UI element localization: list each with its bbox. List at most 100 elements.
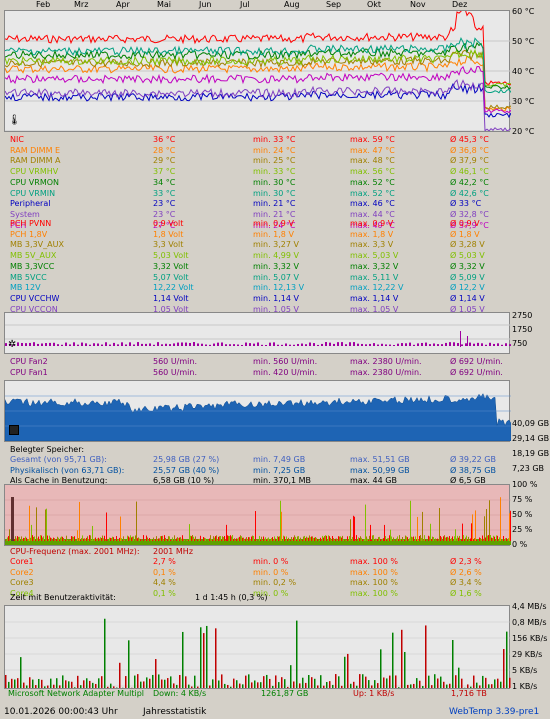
row-min: min. 3,32 V xyxy=(253,261,299,271)
row-min: min. 25 °C xyxy=(253,156,296,166)
data-row: CPU Fan1 560 U/min. min. 420 U/min. max. 23… xyxy=(10,368,550,378)
row-max: max. 44 °C xyxy=(350,209,395,219)
row-avg: Ø 5,03 V xyxy=(450,251,485,261)
row-avg: Ø 42,2 °C xyxy=(450,177,489,187)
data-row: MB 5V_AUX 5,03 Volt min. 4,99 V max. 5,03 V… xyxy=(10,251,550,261)
row-avg: Ø 0,9 V xyxy=(450,219,480,228)
row-min: min. 30 °C xyxy=(253,188,296,198)
data-row: NIC 36 °C min. 33 °C max. 59 °C Ø 45,3 °C xyxy=(10,135,550,145)
row-cur: 0,1 % xyxy=(153,589,176,599)
axis-label: 18,19 GB xyxy=(512,449,550,458)
row-name: CPU Fan2 xyxy=(10,357,48,366)
row-avg: Ø 692 U/min. xyxy=(450,357,503,366)
row-cur: 4,4 % xyxy=(153,578,176,588)
row-min: min. 0 % xyxy=(253,589,289,599)
row-max: max. 2380 U/min. xyxy=(350,367,422,377)
row-cur: 2,7 % xyxy=(153,557,176,566)
row-max: max. 3,3 V xyxy=(350,240,394,250)
row-max: max. 1,8 V xyxy=(350,229,394,239)
row-cur: 1,8 Volt xyxy=(153,229,184,239)
row-cur: 6,58 GB (10 %) xyxy=(153,476,215,486)
row-cur: 1,05 Volt xyxy=(153,304,189,314)
row-min: min. 5,07 V xyxy=(253,272,299,282)
row-name: Core2 xyxy=(10,567,34,577)
row-name: PCH PVNN xyxy=(10,219,52,228)
data-row: System 23 °C min. 21 °C max. 44 °C Ø 32,8 °C xyxy=(10,210,550,220)
row-avg: Ø 3,32 V xyxy=(450,261,485,271)
cpu-frequency: CPU-Frequenz (max. 2001 MHz): 2001 MHz xyxy=(10,547,194,556)
axis-label: 50 % xyxy=(512,510,533,519)
row-min: min. 4,99 V xyxy=(253,251,299,261)
month-label: Jul xyxy=(240,0,250,9)
month-label: Apr xyxy=(116,0,130,9)
data-row: RAM DIMM A 29 °C min. 25 °C max. 48 °C Ø 37,… xyxy=(10,156,550,166)
row-avg: Ø 32,8 °C xyxy=(450,209,489,219)
axis-label: 100 % xyxy=(512,480,538,489)
row-cur: 23 °C xyxy=(153,209,176,219)
row-avg: Ø 37,9 °C xyxy=(450,220,489,230)
row-max: max. 5,11 V xyxy=(350,272,399,282)
thermometer-icon: 🌡 xyxy=(8,115,21,126)
row-name: Core1 xyxy=(10,557,34,566)
row-name: PCH xyxy=(10,220,27,230)
row-name: Physikalisch (von 63,71 GB): xyxy=(10,465,125,475)
row-avg: Ø 1,05 V xyxy=(450,304,485,314)
row-avg: Ø 36,8 °C xyxy=(450,145,489,155)
row-name: RAM DIMM E xyxy=(10,145,61,155)
row-name: NIC xyxy=(10,135,24,144)
row-avg: Ø 1,8 V xyxy=(450,229,480,239)
row-cur: 36 °C xyxy=(153,135,176,144)
row-max: max. 52 °C xyxy=(350,177,395,187)
axis-label: 2750 xyxy=(512,311,533,320)
axis-label: 4,4 MB/s xyxy=(512,602,547,611)
row-max: max. 5,03 V xyxy=(350,251,399,261)
data-row: Core1 2,7 % min. 0 % max. 100 % Ø 2,3 % xyxy=(10,557,550,567)
row-name: Gesamt (von 95,71 GB): xyxy=(10,455,107,464)
row-cur: 27 °C xyxy=(153,220,176,230)
row-name: CPU VCCON xyxy=(10,304,58,314)
row-avg: Ø 33 °C xyxy=(450,199,482,209)
data-row: CPU VCCHW 1,14 Volt min. 1,14 V max. 1,14 V… xyxy=(10,294,550,304)
row-min: min. 1,8 V xyxy=(253,229,294,239)
data-row: PCH 27 °C min. 24 °C max. 49 °C Ø 37,9 °C xyxy=(10,221,550,231)
data-row: CPU VCCON 1,05 Volt min. 1,05 V max. 1,05 V… xyxy=(10,305,550,315)
data-row: Core4 0,1 % min. 0 % max. 100 % Ø 1,6 % xyxy=(10,589,550,599)
user-activity: Zeit mit Benutzeraktivität: 1 d 1:45 h (0… xyxy=(10,593,268,602)
memory-chip-icon xyxy=(9,425,19,435)
row-name: CPU VRMON xyxy=(10,177,60,187)
data-row: Gesamt (von 95,71 GB): 25,98 GB (27 %) min… xyxy=(10,455,550,465)
axis-label: 60 °C xyxy=(512,7,535,16)
axis-label: 5 KB/s xyxy=(512,666,538,675)
row-max: max. 0,9 V xyxy=(350,219,394,228)
month-label: Okt xyxy=(367,0,382,9)
axis-label: 40 °C xyxy=(512,67,535,76)
row-min: min. 33 °C xyxy=(253,167,296,177)
axis-label: 75 % xyxy=(512,495,533,504)
row-avg: Ø 692 U/min. xyxy=(450,367,503,377)
row-min: min. 33 °C xyxy=(253,135,296,144)
row-cur: 560 U/min. xyxy=(153,357,197,366)
row-name: PCH 1,8V xyxy=(10,229,48,239)
row-cur: 5,03 Volt xyxy=(153,251,189,261)
row-max: max. 1,14 V xyxy=(350,293,399,303)
row-max: max. 2380 U/min. xyxy=(350,357,422,366)
row-max: max. 50,99 GB xyxy=(350,465,410,475)
row-min: min. 24 °C xyxy=(253,220,296,230)
row-cur: 33 °C xyxy=(153,188,176,198)
row-max: max. 100 % xyxy=(350,589,398,599)
row-min: min. 0,2 % xyxy=(253,578,297,588)
footer: 10.01.2026 00:00:43 Uhr Jahresstatistik … xyxy=(0,705,550,719)
data-row: CPU VRMHV 37 °C min. 33 °C max. 56 °C Ø 46,1… xyxy=(10,167,550,177)
row-avg: Ø 1,14 V xyxy=(450,293,485,303)
row-avg: Ø 3,4 % xyxy=(450,578,482,588)
row-avg: Ø 6,5 GB xyxy=(450,476,486,486)
version-link[interactable]: WebTemp 3.39-pre1 xyxy=(449,707,540,717)
row-min: min. 1,14 V xyxy=(253,293,299,303)
data-row: Core3 4,4 % min. 0,2 % max. 100 % Ø 3,4 % xyxy=(10,578,550,588)
row-cur: 3,3 Volt xyxy=(153,240,184,250)
row-cur: 23 °C xyxy=(153,199,176,209)
row-min: min. 420 U/min. xyxy=(253,367,318,377)
data-row: CPU VRMON 34 °C min. 30 °C max. 52 °C Ø 42,2… xyxy=(10,178,550,188)
row-name: CPU VRMHV xyxy=(10,167,59,177)
month-axis: Feb Mrz Apr Mai Jun Jul Aug Sep Okt Nov Dez xyxy=(0,0,550,10)
